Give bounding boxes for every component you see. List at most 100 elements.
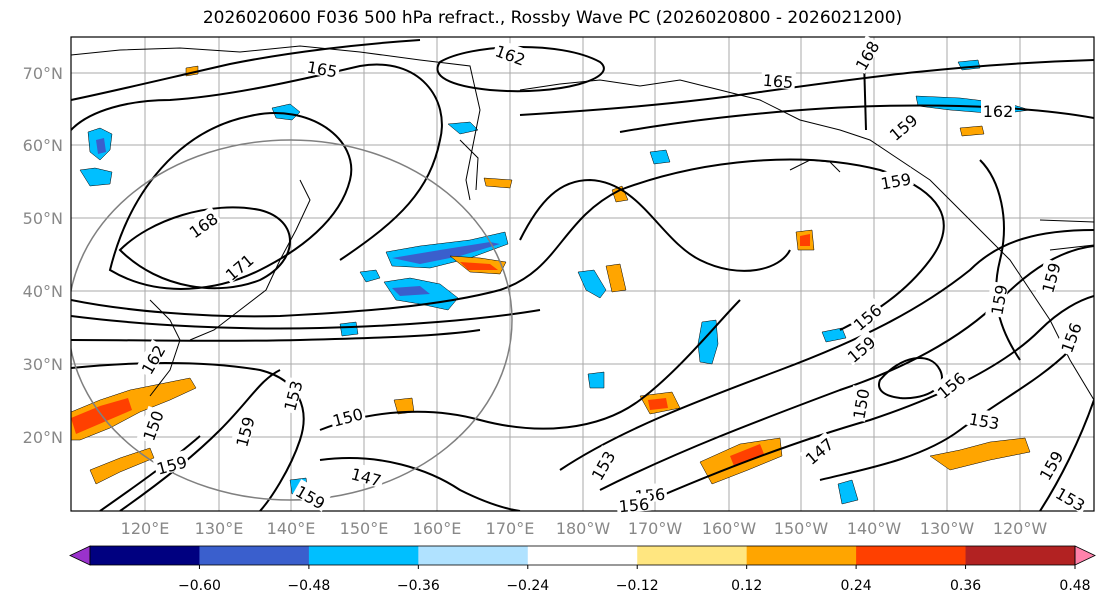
longitude-label: 140°E [267, 519, 316, 538]
strong-positive-anomaly [800, 234, 810, 246]
longitude-label: 120°W [993, 519, 1048, 538]
positive-anomaly-patch [605, 263, 627, 293]
contour-label-background [847, 297, 885, 334]
latitude-label: 30°N [23, 355, 63, 374]
contour-line [639, 295, 1094, 506]
contour-value-label: 165 [304, 55, 341, 82]
negative-anomaly-patch [649, 149, 671, 165]
colorbar-segment [199, 546, 310, 565]
contour-line [979, 159, 1021, 361]
rossby-wave-region-circle [71, 139, 513, 501]
negative-anomaly-patch [79, 167, 113, 187]
contour-line [119, 369, 281, 511]
latitude-label: 50°N [23, 209, 63, 228]
contour-label-background [292, 479, 331, 512]
colorbar-tick-labels: −0.60 −0.48 −0.36 −0.24 −0.12 0.12 0.24 0.36 0.4… [178, 565, 1091, 594]
map-title: 2026020600 F036 500 hPa refract., Rossby… [202, 8, 903, 28]
colorbar-tick-label: 0.36 [950, 578, 981, 594]
longitude-label: 120°E [121, 519, 170, 538]
longitude-label: 160°W [702, 519, 757, 538]
colorbar-segment [856, 546, 967, 565]
strong-positive-anomaly [730, 444, 764, 466]
contour-label-background [966, 407, 1003, 431]
border-line [1039, 219, 1094, 251]
colorbar-segment [965, 546, 1076, 565]
contour-label-background [877, 167, 914, 191]
colorbar-segment [527, 546, 638, 565]
strong-negative-anomaly [392, 286, 430, 296]
contour-label-background [616, 492, 652, 514]
contour-label-background [1052, 481, 1091, 514]
latitude-label: 60°N [23, 136, 63, 155]
latitude-label: 70°N [23, 64, 63, 83]
contour-label-background [328, 402, 366, 429]
contour-line [71, 329, 481, 342]
negative-anomaly-patch [837, 479, 859, 505]
longitude-label: 170°W [628, 519, 683, 538]
contour-label-background [135, 339, 168, 378]
latitude-labels: 70°N 60°N 50°N 40°N 30°N 20°N [23, 64, 63, 447]
contour-line [819, 349, 1071, 481]
longitude-label: 130°W [920, 519, 975, 538]
contour-line [319, 457, 521, 511]
contour-label-background [183, 206, 222, 241]
contour-label-background [931, 365, 969, 402]
strong-positive-anomaly [648, 398, 668, 410]
contour-label-background [491, 38, 531, 68]
contour-line [71, 309, 541, 330]
latitude-label: 20°N [23, 428, 63, 447]
contour-line [519, 59, 1094, 116]
longitude-label: 140°W [847, 519, 902, 538]
strong-positive-anomaly [460, 262, 498, 270]
contour-label-background [760, 68, 796, 90]
contour-label-background [219, 247, 257, 284]
colorbar-extend-low [69, 545, 91, 566]
positive-anomaly-patch [483, 177, 513, 189]
contour-label-background [849, 35, 882, 74]
negative-anomaly-patch [577, 269, 607, 299]
contour-label-background [304, 55, 341, 79]
colorbar-segment [90, 546, 200, 565]
north-america-coastline [519, 79, 1094, 401]
colorbar-tick-label: −0.48 [287, 578, 330, 594]
colorbar-segment [637, 546, 748, 565]
contour-line [108, 112, 353, 290]
longitude-label: 180°W [556, 519, 611, 538]
contour-label-background [152, 450, 190, 477]
longitude-label: 130°E [195, 519, 244, 538]
contour-value-label: 159 [985, 281, 1012, 318]
contour-label-background [981, 100, 1015, 118]
contour-value-label: 159 [877, 167, 914, 194]
contour-line [71, 63, 443, 261]
contour-label-background [847, 385, 871, 422]
contour-line [319, 299, 741, 431]
colorbar-segment [308, 546, 419, 565]
negative-anomaly-patch [821, 327, 847, 343]
colorbar-border [89, 545, 1076, 566]
latitude-label: 40°N [23, 282, 63, 301]
longitude-label: 150°W [774, 519, 829, 538]
negative-anomaly-patch [359, 269, 381, 283]
colorbar-tick-label: 0.48 [1059, 578, 1090, 594]
colorbar [69, 545, 1096, 566]
contour-value-label: 159 [230, 412, 259, 450]
strong-negative-anomaly [392, 242, 500, 264]
positive-anomaly-patch [89, 447, 155, 485]
negative-anomaly-patch [697, 319, 719, 365]
negative-anomaly-patch [339, 321, 359, 337]
negative-anomaly-patch [447, 121, 479, 135]
longitude-labels: 120°E 130°E 140°E 150°E 160°E 170°E 180°W 170°W… [121, 519, 1048, 538]
contour-label-text: 162 [983, 102, 1014, 121]
colorbar-segment [418, 546, 529, 565]
contour-label-background [348, 462, 386, 489]
colorbar-tick-label: −0.12 [616, 578, 659, 594]
contour-line [99, 435, 201, 511]
colorbar-tick-label: −0.36 [397, 578, 440, 594]
contour-line [1039, 399, 1094, 511]
plot-border [70, 36, 1095, 512]
contour-value-label: 156 [616, 492, 652, 516]
contour-value-label: 150 [136, 405, 168, 445]
contour-label-background [278, 376, 305, 414]
contour-line [71, 39, 421, 101]
